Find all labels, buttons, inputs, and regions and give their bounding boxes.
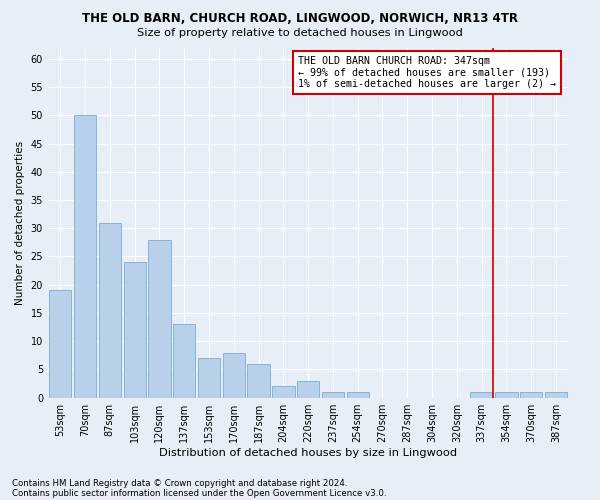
Text: Contains public sector information licensed under the Open Government Licence v3: Contains public sector information licen… <box>12 488 386 498</box>
Bar <box>495 392 518 398</box>
Bar <box>297 381 319 398</box>
Bar <box>74 116 96 398</box>
Bar <box>470 392 493 398</box>
Bar <box>124 262 146 398</box>
Text: THE OLD BARN, CHURCH ROAD, LINGWOOD, NORWICH, NR13 4TR: THE OLD BARN, CHURCH ROAD, LINGWOOD, NOR… <box>82 12 518 26</box>
Bar <box>322 392 344 398</box>
Bar <box>99 222 121 398</box>
Bar <box>272 386 295 398</box>
Bar <box>545 392 567 398</box>
Y-axis label: Number of detached properties: Number of detached properties <box>15 140 25 304</box>
Bar <box>247 364 270 398</box>
Bar <box>520 392 542 398</box>
Bar <box>148 240 170 398</box>
Text: THE OLD BARN CHURCH ROAD: 347sqm
← 99% of detached houses are smaller (193)
1% o: THE OLD BARN CHURCH ROAD: 347sqm ← 99% o… <box>298 56 556 89</box>
Bar <box>173 324 196 398</box>
Bar <box>347 392 369 398</box>
Bar <box>49 290 71 398</box>
Text: Contains HM Land Registry data © Crown copyright and database right 2024.: Contains HM Land Registry data © Crown c… <box>12 478 347 488</box>
X-axis label: Distribution of detached houses by size in Lingwood: Distribution of detached houses by size … <box>159 448 457 458</box>
Bar <box>198 358 220 398</box>
Bar <box>223 352 245 398</box>
Text: Size of property relative to detached houses in Lingwood: Size of property relative to detached ho… <box>137 28 463 38</box>
